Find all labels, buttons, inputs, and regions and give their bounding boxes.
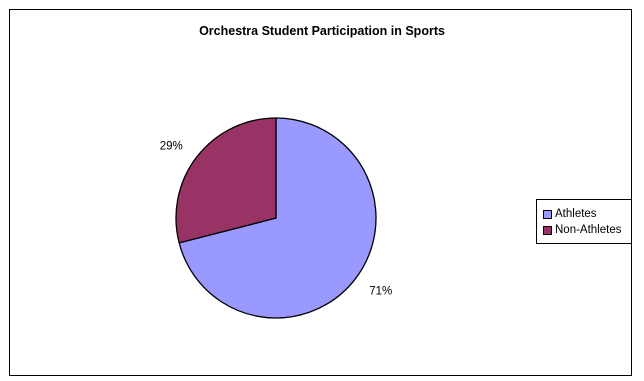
legend-swatch-athletes bbox=[543, 209, 552, 219]
legend-item-athletes: Athletes bbox=[543, 207, 597, 221]
legend: Athletes Non-Athletes bbox=[536, 199, 632, 244]
legend-item-non-athletes: Non-Athletes bbox=[543, 223, 621, 237]
legend-label-athletes: Athletes bbox=[555, 208, 597, 220]
data-label-non-athletes: 29% bbox=[160, 141, 183, 153]
data-label-athletes: 71% bbox=[369, 285, 392, 297]
legend-swatch-non-athletes bbox=[543, 225, 552, 235]
legend-label-non-athletes: Non-Athletes bbox=[555, 224, 622, 236]
pie-slice-non-athletes bbox=[175, 117, 277, 244]
chart-title: Orchestra Student Participation in Sport… bbox=[199, 24, 445, 38]
pie-slice-athletes bbox=[178, 117, 377, 319]
